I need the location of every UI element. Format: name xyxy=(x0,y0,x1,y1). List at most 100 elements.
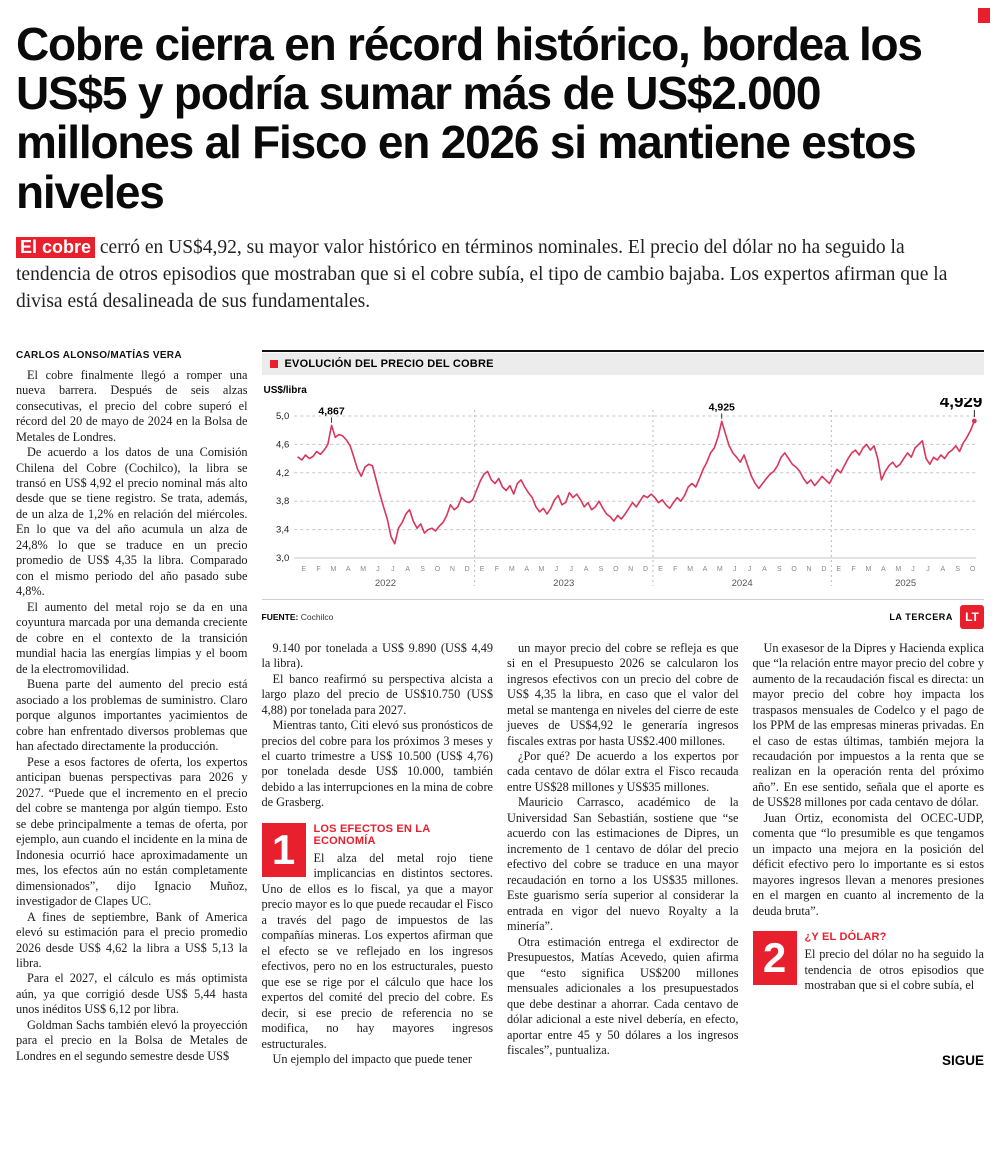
svg-text:F: F xyxy=(851,566,855,573)
svg-text:A: A xyxy=(881,566,886,573)
svg-text:S: S xyxy=(598,566,603,573)
svg-text:J: J xyxy=(926,566,930,573)
svg-text:N: N xyxy=(449,566,454,573)
paragraph: Juan Ortiz, economista del OCEC-UDP, com… xyxy=(752,810,985,918)
chart-plot-area: 5,0 4,6 4,2 3,8 3,4 3,0 E F M A M J J A S O N D 2022 E F M A M J… xyxy=(262,398,985,596)
svg-text:J: J xyxy=(554,566,558,573)
svg-text:E: E xyxy=(658,566,663,573)
svg-text:3,4: 3,4 xyxy=(276,524,289,535)
paragraph: 9.140 por tonelada a US$ 9.890 (US$ 4,49… xyxy=(261,640,494,671)
paragraph: Para el 2027, el cálculo es más optimist… xyxy=(16,971,248,1017)
paragraph: Otra estimación entrega el exdirector de… xyxy=(507,934,739,1058)
paragraph: Mientras tanto, Citi elevó sus pronóstic… xyxy=(261,718,494,810)
section-economy: 1 LOS EFECTOS EN LA ECONOMÍA El alza del… xyxy=(261,821,493,1068)
svg-text:E: E xyxy=(836,566,841,573)
svg-text:A: A xyxy=(940,566,945,573)
svg-text:M: M xyxy=(895,566,901,573)
svg-text:E: E xyxy=(479,566,484,573)
paragraph: De acuerdo a los datos de una Comisión C… xyxy=(16,445,248,599)
column-1: CARLOS ALONSO/MATÍAS VERA El cobre final… xyxy=(16,350,248,1068)
chart-credit: LA TERCERA LT xyxy=(889,604,984,629)
paragraph: El cobre finalmente llegó a romper una n… xyxy=(16,367,248,444)
svg-text:M: M xyxy=(360,566,366,573)
svg-text:S: S xyxy=(777,566,782,573)
paragraph: A fines de septiembre, Bank of America e… xyxy=(16,909,248,970)
svg-text:M: M xyxy=(330,566,336,573)
svg-text:A: A xyxy=(702,566,707,573)
svg-text:S: S xyxy=(955,566,960,573)
svg-text:5,0: 5,0 xyxy=(276,411,289,422)
svg-text:4,925: 4,925 xyxy=(708,401,734,413)
headline: Cobre cierra en récord histórico, bordea… xyxy=(16,18,923,218)
copper-price-chart: EVOLUCIÓN DEL PRECIO DEL COBRE US$/libra… xyxy=(261,349,985,629)
lt-logo-icon: LT xyxy=(960,604,984,629)
paragraph: Un ejemplo del impacto que puede tener xyxy=(272,1052,472,1067)
svg-text:2023: 2023 xyxy=(553,578,574,589)
svg-text:2022: 2022 xyxy=(374,578,395,589)
lead-highlight-badge: El cobre xyxy=(16,236,96,258)
paragraph: un mayor precio del cobre se refleja es … xyxy=(507,640,739,748)
chart-titlebar: EVOLUCIÓN DEL PRECIO DEL COBRE xyxy=(261,352,984,375)
column-2: 9.140 por tonelada a US$ 9.890 (US$ 4,49… xyxy=(261,641,494,1068)
column-3: un mayor precio del cobre se refleja es … xyxy=(507,641,739,1068)
svg-text:A: A xyxy=(762,566,767,573)
svg-text:A: A xyxy=(405,566,410,573)
svg-text:N: N xyxy=(806,566,811,573)
column-3-text: un mayor precio del cobre se refleja es … xyxy=(507,641,739,1059)
svg-text:J: J xyxy=(376,566,380,573)
svg-text:M: M xyxy=(865,566,871,573)
svg-text:M: M xyxy=(716,566,722,573)
column-2-text: 9.140 por tonelada a US$ 9.890 (US$ 4,49… xyxy=(262,641,494,811)
paragraph: Goldman Sachs también elevó la proyecció… xyxy=(16,1017,248,1063)
svg-text:J: J xyxy=(911,566,915,573)
chart-source: FUENTE: Cochilco xyxy=(262,612,334,622)
svg-text:J: J xyxy=(391,566,395,573)
paragraph: Buena parte del aumento del precio está … xyxy=(16,677,248,754)
svg-text:F: F xyxy=(673,566,677,573)
column-4: Un exasesor de la Dipres y Hacienda expl… xyxy=(752,641,985,1068)
source-label: FUENTE: xyxy=(261,611,299,622)
svg-text:O: O xyxy=(969,566,975,573)
lead-text: cerró en US$4,92, su mayor valor históri… xyxy=(16,236,948,312)
paragraph: Mauricio Carrasco, académico de la Unive… xyxy=(507,795,739,934)
svg-text:S: S xyxy=(420,566,425,573)
svg-text:4,867: 4,867 xyxy=(318,405,344,417)
svg-text:4,2: 4,2 xyxy=(276,467,289,478)
svg-text:F: F xyxy=(316,566,320,573)
svg-text:J: J xyxy=(569,566,573,573)
svg-text:J: J xyxy=(747,566,751,573)
chart-footer: FUENTE: Cochilco LA TERCERA LT xyxy=(261,598,984,629)
source-value: Cochilco xyxy=(300,611,334,622)
svg-text:A: A xyxy=(524,566,529,573)
svg-text:2025: 2025 xyxy=(895,578,916,589)
credit-name: LA TERCERA xyxy=(889,611,953,622)
svg-text:M: M xyxy=(508,566,514,573)
svg-text:O: O xyxy=(791,566,797,573)
svg-text:M: M xyxy=(538,566,544,573)
continues-label: SIGUE xyxy=(941,1052,984,1068)
svg-text:E: E xyxy=(301,566,306,573)
svg-text:O: O xyxy=(613,566,619,573)
byline: CARLOS ALONSO/MATÍAS VERA xyxy=(16,349,182,361)
column-4-text: Un exasesor de la Dipres y Hacienda expl… xyxy=(753,641,985,920)
paragraph: El banco reafirmó su perspectiva alcista… xyxy=(261,671,494,717)
section-number-badge: 2 xyxy=(752,931,797,986)
svg-text:O: O xyxy=(434,566,440,573)
svg-text:F: F xyxy=(494,566,498,573)
column-1-text: El cobre finalmente llegó a romper una n… xyxy=(16,368,248,1065)
svg-text:A: A xyxy=(583,566,588,573)
svg-text:J: J xyxy=(733,566,737,573)
section-title: LOS EFECTOS EN LA ECONOMÍA xyxy=(313,822,430,847)
svg-text:4,6: 4,6 xyxy=(276,439,289,450)
red-square-icon xyxy=(269,359,278,368)
paragraph: Un exasesor de la Dipres y Hacienda expl… xyxy=(752,640,985,810)
svg-text:D: D xyxy=(464,566,469,573)
svg-text:D: D xyxy=(643,566,648,573)
paragraph: El precio del dólar no ha seguido la ten… xyxy=(804,947,985,993)
svg-text:A: A xyxy=(345,566,350,573)
chart-title: EVOLUCIÓN DEL PRECIO DEL COBRE xyxy=(284,357,494,370)
section-dollar-text: El precio del dólar no ha seguido la ten… xyxy=(753,947,985,993)
lead-paragraph: El cobre cerró en US$4,92, su mayor valo… xyxy=(16,235,984,316)
section-marker-icon xyxy=(978,8,990,23)
